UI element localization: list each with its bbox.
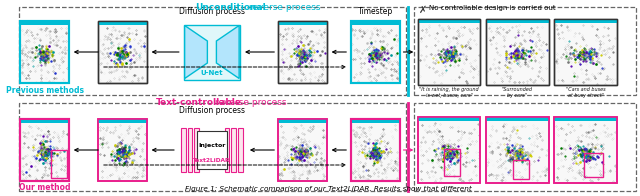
FancyBboxPatch shape [238, 128, 243, 172]
FancyBboxPatch shape [486, 19, 548, 23]
Text: Diffusion process: Diffusion process [179, 106, 245, 115]
FancyBboxPatch shape [20, 21, 69, 83]
FancyBboxPatch shape [20, 21, 69, 25]
FancyBboxPatch shape [197, 131, 227, 169]
Polygon shape [216, 25, 239, 79]
FancyBboxPatch shape [98, 119, 147, 181]
FancyBboxPatch shape [180, 128, 186, 172]
Text: "Cars and buses
at busy street": "Cars and buses at busy street" [566, 87, 605, 98]
Text: Diffusion process: Diffusion process [179, 7, 245, 16]
Text: Unconditional: Unconditional [195, 3, 266, 12]
Text: "Surrounded
by cars": "Surrounded by cars" [502, 87, 533, 98]
FancyBboxPatch shape [184, 24, 240, 80]
FancyBboxPatch shape [225, 128, 229, 172]
FancyBboxPatch shape [231, 128, 236, 172]
Text: "It is raining, the ground
is wet, buses, cars": "It is raining, the ground is wet, buses… [419, 87, 479, 98]
FancyBboxPatch shape [98, 119, 147, 123]
Text: Text-controllable: Text-controllable [156, 98, 241, 107]
FancyBboxPatch shape [98, 21, 147, 83]
FancyBboxPatch shape [278, 21, 326, 25]
FancyBboxPatch shape [188, 128, 193, 172]
FancyBboxPatch shape [554, 19, 617, 85]
FancyBboxPatch shape [486, 19, 548, 85]
FancyBboxPatch shape [418, 117, 481, 183]
Text: reverse process: reverse process [212, 98, 286, 107]
Text: Our method: Our method [19, 182, 70, 191]
FancyBboxPatch shape [486, 117, 548, 183]
FancyBboxPatch shape [554, 19, 617, 23]
FancyBboxPatch shape [554, 117, 617, 121]
FancyBboxPatch shape [351, 119, 399, 181]
FancyBboxPatch shape [98, 21, 147, 25]
Text: reverse process: reverse process [246, 3, 321, 12]
FancyBboxPatch shape [418, 19, 481, 85]
FancyBboxPatch shape [418, 19, 481, 23]
Text: Previous methods: Previous methods [6, 85, 84, 94]
Text: Text2LiDAR: Text2LiDAR [193, 158, 230, 163]
FancyBboxPatch shape [20, 119, 69, 123]
Text: Timestep: Timestep [358, 7, 393, 16]
FancyBboxPatch shape [278, 119, 326, 181]
FancyBboxPatch shape [418, 117, 481, 121]
FancyBboxPatch shape [351, 21, 399, 83]
Text: U-Net: U-Net [200, 70, 223, 76]
FancyBboxPatch shape [351, 21, 399, 25]
Text: Figure 1: Schematic comparison of our Text2LiDAR. Results show that different: Figure 1: Schematic comparison of our Te… [185, 186, 472, 192]
FancyBboxPatch shape [351, 119, 399, 123]
FancyBboxPatch shape [195, 128, 199, 172]
FancyBboxPatch shape [278, 21, 326, 83]
FancyBboxPatch shape [278, 119, 326, 123]
Text: No controllable design is carried out: No controllable design is carried out [429, 5, 556, 11]
Text: Injector: Injector [198, 143, 225, 148]
FancyBboxPatch shape [20, 119, 69, 181]
Polygon shape [185, 25, 207, 79]
Text: ✗: ✗ [419, 5, 428, 15]
FancyBboxPatch shape [486, 117, 548, 121]
FancyBboxPatch shape [554, 117, 617, 183]
